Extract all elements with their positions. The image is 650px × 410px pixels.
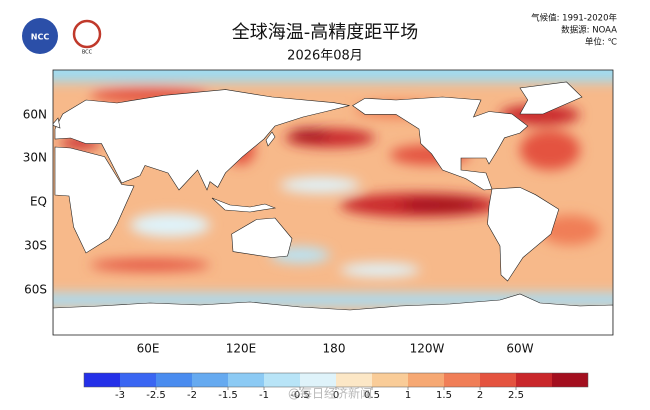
uk (53, 117, 61, 129)
colorbar-label: 0 (333, 390, 339, 401)
colorbar-label: -3 (115, 390, 125, 401)
map (53, 70, 613, 335)
colorbar-swatch (228, 373, 264, 387)
colorbar-label: 0.5 (364, 390, 380, 401)
colorbar-swatch (480, 373, 516, 387)
eurasia (54, 89, 350, 191)
lon-label: 120W (410, 342, 445, 356)
colorbar-swatch (516, 373, 552, 387)
lon-label: 120E (226, 342, 257, 356)
ncc-logo-text: NCC (31, 33, 50, 42)
lon-label: 60E (137, 342, 160, 356)
bcc-logo-text: BCC (82, 50, 93, 56)
title: 全球海温-高精度距平场 (232, 22, 419, 43)
australia (231, 217, 293, 258)
colorbar-swatch (444, 373, 480, 387)
colorbar-swatch (192, 373, 228, 387)
indonesia (211, 197, 277, 213)
africa (54, 146, 135, 254)
note: 单位: ℃ (585, 37, 618, 48)
south-america (487, 187, 560, 282)
colorbar: -3 -2.5 -2 -1.5 -1 -0.5 0 0.5 1 1.5 2 2.5 (83, 372, 589, 401)
lat-label: 30N (23, 151, 47, 165)
lat-label: 60S (24, 283, 47, 297)
colorbar-swatch (264, 373, 300, 387)
antarctica (53, 293, 613, 335)
colorbar-label: -2 (187, 390, 197, 401)
ncc-logo (22, 18, 58, 54)
colorbar-label: -1 (259, 390, 269, 401)
colorbar-label: 2 (477, 390, 483, 401)
greenland (519, 81, 583, 115)
north-america (352, 96, 529, 191)
note: 数据源: NOAA (561, 25, 617, 36)
colorbar-label: 1 (405, 390, 411, 401)
colorbar-label: -0.5 (290, 390, 310, 401)
watermark: @每日经济新闻 (288, 386, 372, 401)
colorbar-label: 1.5 (436, 390, 452, 401)
bcc-logo (72, 19, 102, 49)
colorbar-swatch (84, 373, 120, 387)
subtitle: 2026年08月 (287, 49, 363, 64)
colorbar-label: -1.5 (218, 390, 238, 401)
lat-label: 30S (24, 239, 47, 253)
colorbar-swatch (372, 373, 408, 387)
lon-label: 180 (323, 342, 346, 356)
colorbar-swatch (552, 373, 588, 387)
colorbar-swatch (336, 373, 372, 387)
japan (265, 131, 276, 147)
colorbar-swatch (408, 373, 444, 387)
colorbar-swatch (156, 373, 192, 387)
colorbar-label: -2.5 (146, 390, 166, 401)
note: 气候值: 1991-2020年 (531, 13, 617, 24)
colorbar-label: 2.5 (508, 390, 524, 401)
colorbar-swatch (120, 373, 156, 387)
lon-label: 60W (506, 342, 533, 356)
logos: NCC BCC (22, 18, 102, 56)
map-frame (52, 69, 614, 336)
lat-label: 60N (23, 108, 47, 122)
axes: 60N 30N EQ 30S 60S 60E 120E 180 120W 60W (23, 108, 534, 356)
colorbar-swatch (300, 373, 336, 387)
lat-label: EQ (30, 195, 47, 209)
